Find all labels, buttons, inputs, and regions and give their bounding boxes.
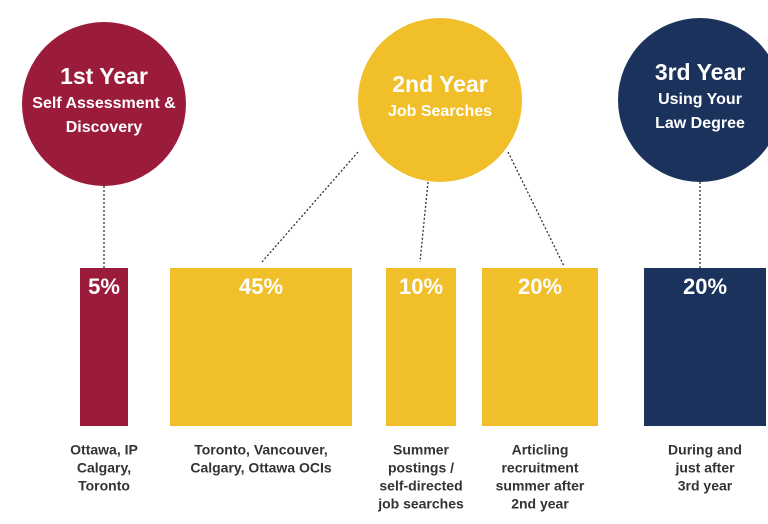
period-percent: 45% xyxy=(239,274,283,299)
year-title: 2nd Year xyxy=(392,71,488,97)
period-caption: Articling xyxy=(512,442,569,458)
period-box xyxy=(80,268,128,426)
period-percent: 20% xyxy=(518,274,562,299)
period-box xyxy=(482,268,598,426)
year-title: 3rd Year xyxy=(655,59,745,85)
period-caption: Calgary, Ottawa OCIs xyxy=(190,460,332,476)
period-caption: Toronto xyxy=(78,478,130,494)
year-circle xyxy=(618,18,768,182)
period-caption: Ottawa, IP xyxy=(70,442,138,458)
connector xyxy=(261,151,359,263)
period-caption: recruitment xyxy=(501,460,578,476)
period-caption: job searches xyxy=(377,496,464,512)
period-caption: self-directed xyxy=(379,478,462,494)
year-subtitle: Job Searches xyxy=(388,103,492,120)
period-caption: Summer xyxy=(393,442,450,458)
year-subtitle: Law Degree xyxy=(655,115,745,132)
year-subtitle: Discovery xyxy=(66,119,143,136)
year-subtitle: Self Assessment & xyxy=(32,95,176,112)
year-title: 1st Year xyxy=(60,63,148,89)
period-caption: Calgary, xyxy=(77,460,131,476)
connector xyxy=(507,151,565,267)
period-caption: summer after xyxy=(496,478,585,494)
period-percent: 10% xyxy=(399,274,443,299)
period-caption: Toronto, Vancouver, xyxy=(194,442,328,458)
period-box xyxy=(644,268,766,426)
year-circle xyxy=(358,18,522,182)
period-caption: 3rd year xyxy=(678,478,733,494)
period-box xyxy=(170,268,352,426)
period-caption: just after xyxy=(674,460,735,476)
connector xyxy=(419,181,429,263)
period-caption: postings / xyxy=(388,460,454,476)
year-subtitle: Using Your xyxy=(658,91,742,108)
period-percent: 5% xyxy=(88,274,120,299)
period-percent: 20% xyxy=(683,274,727,299)
period-box xyxy=(386,268,456,426)
year-circle xyxy=(22,22,186,186)
period-caption: 2nd year xyxy=(511,496,569,512)
period-caption: During and xyxy=(668,442,742,458)
